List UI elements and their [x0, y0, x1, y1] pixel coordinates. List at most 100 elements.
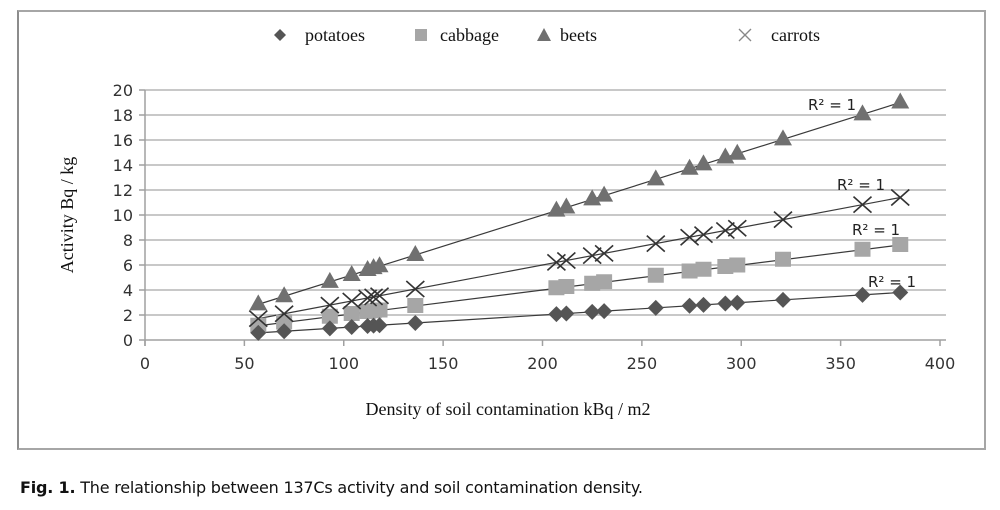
- x-tick-label: 100: [328, 354, 359, 373]
- point-potatoes: [681, 297, 698, 314]
- y-tick-label: 10: [113, 206, 133, 225]
- y-tick-label: 12: [113, 181, 133, 200]
- x-marker-stroke: [773, 211, 793, 229]
- x-marker-stroke: [320, 296, 340, 314]
- point-carrots: [248, 310, 268, 328]
- point-beets: [853, 104, 872, 121]
- point-potatoes: [695, 296, 712, 313]
- legend-item-beets: beets: [537, 25, 597, 45]
- x-marker-stroke: [646, 235, 666, 253]
- point-beets: [595, 185, 614, 202]
- point-cabbage: [681, 263, 698, 279]
- point-carrots: [320, 296, 340, 314]
- legend-triangle-icon: [537, 28, 551, 41]
- point-cabbage: [729, 257, 746, 273]
- point-beets: [646, 169, 665, 186]
- y-tick-label: 16: [113, 131, 133, 150]
- point-beets: [694, 154, 713, 171]
- point-carrots: [594, 244, 614, 262]
- legend: potatoes cabbage beets carrots: [274, 25, 820, 45]
- point-carrots: [342, 292, 362, 310]
- point-potatoes: [729, 294, 746, 311]
- point-cabbage: [371, 302, 388, 318]
- point-carrots: [646, 235, 666, 253]
- point-carrots: [693, 226, 714, 244]
- legend-label: potatoes: [305, 25, 365, 45]
- point-carrots: [369, 287, 390, 305]
- r2-annotations: R² = 1 R² = 1 R² = 1 R² = 1: [808, 96, 916, 291]
- point-beets: [406, 245, 425, 261]
- point-potatoes: [407, 315, 424, 331]
- point-beets: [891, 92, 910, 109]
- point-beets: [728, 143, 747, 160]
- legend-label: beets: [560, 25, 597, 45]
- x-marker-stroke: [556, 251, 576, 270]
- y-axis-label: Activity Bq / kg: [57, 157, 77, 274]
- point-cabbage: [596, 274, 613, 290]
- point-carrots: [405, 280, 425, 298]
- x-axis-label: Density of soil contamination kBq / m2: [366, 399, 651, 419]
- point-cabbage: [321, 308, 338, 324]
- x-tick-label: 250: [627, 354, 658, 373]
- point-carrots: [582, 247, 602, 265]
- point-potatoes: [250, 324, 267, 341]
- y-tick-label: 2: [123, 306, 133, 325]
- x-tick-label: 200: [527, 354, 558, 373]
- point-carrots: [890, 188, 910, 207]
- point-carrots: [715, 221, 735, 240]
- x-marker-stroke: [738, 28, 752, 42]
- x-tick-label: 300: [726, 354, 757, 373]
- x-marker-stroke: [342, 292, 362, 310]
- x-marker-stroke: [248, 310, 268, 328]
- point-carrots: [727, 219, 747, 237]
- point-beets: [557, 197, 576, 214]
- data-points: [248, 92, 910, 341]
- point-beets: [320, 271, 339, 288]
- point-potatoes: [321, 320, 338, 337]
- y-tick-label: 14: [113, 156, 133, 175]
- point-carrots: [852, 196, 873, 214]
- point-carrots: [274, 305, 294, 323]
- x-marker-stroke: [715, 221, 735, 240]
- x-marker-stroke: [594, 244, 614, 262]
- point-potatoes: [343, 319, 360, 335]
- point-carrots: [680, 228, 700, 246]
- figure-caption: Fig. 1. The relationship between 137Cs a…: [20, 478, 643, 497]
- legend-diamond-icon: [274, 29, 286, 41]
- legend-x-icon: [738, 28, 752, 42]
- x-marker-stroke: [358, 289, 378, 307]
- point-cabbage: [647, 267, 664, 283]
- point-cabbage: [343, 306, 360, 321]
- point-potatoes: [371, 317, 388, 334]
- legend-square-icon: [415, 29, 427, 41]
- point-potatoes: [548, 306, 565, 323]
- caption-label: Fig. 1.: [20, 478, 76, 497]
- trendline-carrots: [258, 196, 901, 320]
- y-tick-label: 18: [113, 106, 133, 125]
- point-beets: [275, 286, 294, 303]
- x-marker-stroke: [680, 228, 700, 246]
- point-potatoes: [647, 299, 664, 316]
- point-potatoes: [774, 291, 791, 308]
- x-tick-label: 400: [925, 354, 956, 373]
- r2-label-cabbage: R² = 1: [852, 221, 900, 239]
- legend-label: carrots: [771, 25, 820, 45]
- point-potatoes: [558, 305, 575, 322]
- y-tick-label: 20: [113, 81, 133, 100]
- x-marker-stroke: [405, 280, 425, 298]
- r2-label-carrots: R² = 1: [837, 176, 885, 194]
- y-tick-label: 4: [123, 281, 133, 300]
- y-tick-label: 8: [123, 231, 133, 250]
- point-cabbage: [695, 261, 712, 277]
- point-potatoes: [892, 284, 909, 301]
- legend-item-carrots: carrots: [738, 25, 820, 45]
- x-marker-stroke: [274, 305, 294, 323]
- x-tick-label: 350: [825, 354, 856, 373]
- x-marker-stroke: [693, 226, 714, 244]
- point-carrots: [773, 211, 793, 229]
- legend-item-cabbage: cabbage: [415, 25, 499, 45]
- axes: [139, 89, 946, 346]
- point-cabbage: [854, 241, 871, 257]
- x-marker-stroke: [582, 247, 602, 265]
